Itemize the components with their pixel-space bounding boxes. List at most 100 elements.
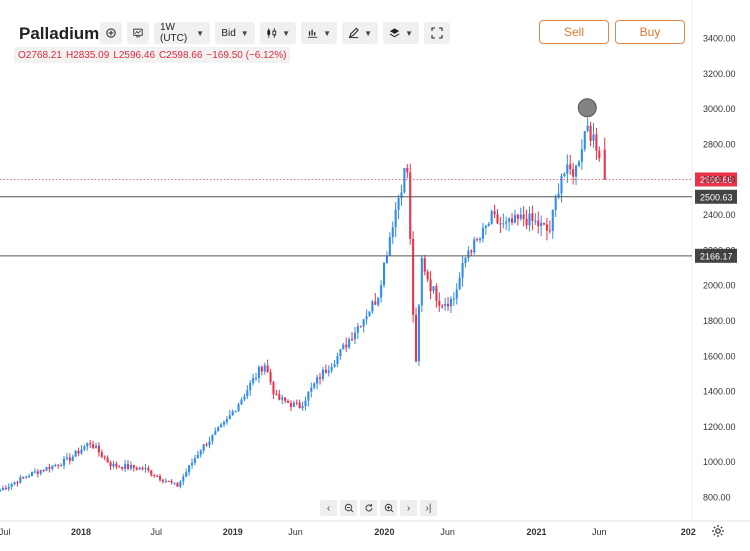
candle-body — [603, 149, 606, 180]
ohlc-low: L2596.46 — [113, 49, 156, 61]
candle-type-dropdown[interactable]: ▼ — [260, 22, 296, 44]
candle-body — [266, 365, 269, 373]
indicator-icon[interactable] — [127, 22, 149, 44]
candle-body — [321, 369, 324, 379]
ohlc-open: O2768.21 — [18, 49, 62, 61]
candle-body — [537, 220, 540, 227]
candle-body — [400, 192, 403, 199]
x-tick-label: Jun — [592, 527, 607, 537]
layers-dropdown[interactable]: ▼ — [383, 22, 419, 44]
candle-body — [281, 397, 284, 400]
candle-body — [150, 470, 153, 475]
candle-body — [345, 344, 348, 348]
zoom-out-icon[interactable] — [340, 500, 357, 516]
fullscreen-icon[interactable] — [424, 22, 450, 44]
drawing-dropdown[interactable]: ▼ — [342, 22, 378, 44]
add-circle-icon[interactable] — [100, 22, 122, 44]
candle-body — [217, 427, 220, 432]
zoom-in-icon[interactable] — [380, 500, 397, 516]
candle-body — [147, 468, 150, 471]
y-tick-label: 1200.00 — [703, 422, 736, 432]
candle-body — [126, 464, 130, 469]
bar-style-dropdown[interactable]: ▼ — [301, 22, 337, 44]
instrument-title: Palladium — [19, 24, 100, 43]
candle-body — [243, 396, 246, 400]
candle-body — [432, 286, 435, 292]
candle-body — [269, 372, 272, 383]
candle-body — [484, 225, 487, 228]
horizontal-lines-layer: 2500.63 2166.17 2598.66 — [0, 172, 737, 263]
candle-body — [496, 214, 499, 224]
chevron-down-icon: ▼ — [405, 28, 413, 38]
y-tick-label: 1600.00 — [703, 351, 736, 361]
candle-body — [129, 465, 132, 469]
candle-body — [545, 224, 548, 231]
candle-body — [115, 463, 118, 467]
horizontal-line-tag — [695, 189, 737, 204]
candle-body — [548, 230, 551, 232]
candle-body — [295, 402, 298, 404]
candle-body — [0, 489, 2, 492]
candle-body — [592, 134, 595, 141]
jump-to-end-icon[interactable]: ›| — [420, 500, 437, 516]
y-tick-label: 2600.00 — [703, 175, 736, 185]
chevron-left-icon[interactable]: ‹ — [320, 500, 337, 516]
chevron-right-icon[interactable]: › — [400, 500, 417, 516]
chevron-down-icon: ▼ — [364, 28, 372, 38]
candle-body — [531, 213, 534, 221]
candle-body — [292, 402, 295, 407]
sell-button[interactable]: Sell — [539, 20, 609, 44]
candle-body — [263, 365, 266, 372]
candle-body — [470, 250, 473, 253]
x-tick-label: 2020 — [374, 527, 394, 537]
timeframe-label: 1W (UTC) — [160, 22, 188, 44]
candle-body — [574, 165, 578, 177]
candle-body — [202, 444, 205, 451]
candle-body — [365, 316, 368, 320]
candle-body — [234, 411, 237, 413]
candle-body — [121, 466, 124, 469]
x-tick-label: Jun — [440, 527, 455, 537]
candle-body — [188, 465, 191, 473]
candle-body — [429, 279, 432, 292]
candle-body — [286, 400, 290, 403]
reset-icon[interactable] — [360, 500, 377, 516]
candle-body — [249, 383, 252, 391]
price-type-dropdown[interactable]: Bid ▼ — [215, 22, 255, 44]
ohlc-change: −169.50 (−6.12%) — [206, 49, 287, 61]
event-marker[interactable] — [577, 98, 597, 118]
candle-body — [348, 339, 351, 348]
chevron-down-icon: ▼ — [196, 28, 204, 38]
candle-body — [112, 463, 115, 467]
candle-body — [476, 239, 479, 241]
candle-body — [185, 472, 188, 477]
candle-body — [45, 466, 48, 471]
timeframe-dropdown[interactable]: 1W (UTC) ▼ — [154, 22, 210, 44]
candle-body — [403, 167, 406, 193]
candle-body — [542, 222, 546, 225]
candle-body — [589, 125, 592, 141]
settings-gear-icon[interactable] — [711, 524, 725, 538]
candle-body — [452, 298, 455, 300]
candle-body — [176, 482, 179, 487]
candle-body — [525, 218, 528, 226]
candle-body — [36, 471, 39, 474]
candle-body — [94, 445, 98, 449]
candle-body — [499, 223, 502, 225]
candle-body — [569, 164, 572, 170]
candle-body — [144, 468, 147, 470]
y-tick-label: 2200.00 — [703, 245, 736, 255]
candle-body — [278, 394, 281, 400]
candle-body — [289, 402, 292, 407]
candle-body — [426, 271, 429, 280]
candle-body — [508, 218, 511, 222]
candle-body — [318, 377, 322, 379]
candle-body — [374, 301, 377, 305]
x-tick-label: Jul — [0, 527, 10, 537]
candle-body — [417, 305, 420, 362]
candle-body — [324, 369, 327, 373]
candle-body — [362, 319, 365, 327]
buy-button[interactable]: Buy — [615, 20, 685, 44]
candle-body — [438, 300, 441, 306]
